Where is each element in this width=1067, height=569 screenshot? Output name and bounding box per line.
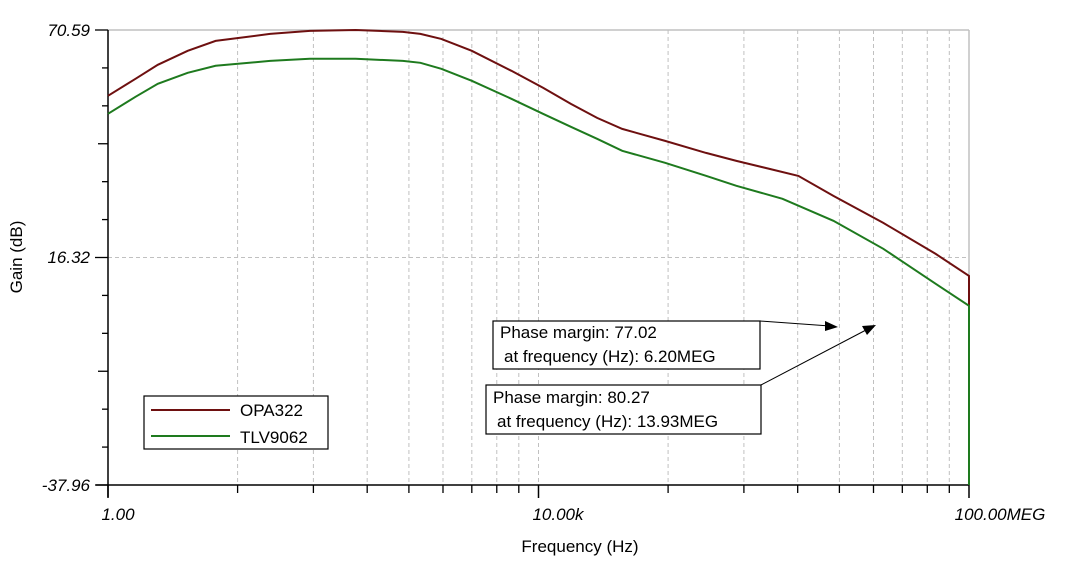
arrowhead-icon <box>862 325 876 335</box>
annotation-1-leader <box>759 320 831 327</box>
y-axis-title: Gain (dB) <box>7 221 26 294</box>
legend: OPA322 TLV9062 <box>143 395 329 450</box>
legend-label-opa322: OPA322 <box>240 401 303 420</box>
y-tick-label-mid: 16.32 <box>47 248 90 267</box>
axis-ticks <box>95 29 970 498</box>
series-line-tlv9062 <box>107 57 970 485</box>
x-tick-label-left: 1.00 <box>101 505 135 524</box>
x-axis-title: Frequency (Hz) <box>521 537 638 556</box>
x-tick-label-mid: 10.00k <box>532 505 585 524</box>
x-tick-label-right: 100.00MEG <box>955 505 1046 524</box>
annotation-2-line1: Phase margin: 80.27 <box>493 388 650 407</box>
arrowhead-icon <box>825 321 838 331</box>
y-tick-label-top: 70.59 <box>47 21 90 40</box>
annotation-1-line2: at frequency (Hz): 6.20MEG <box>504 347 716 366</box>
annotation-2-leader <box>760 329 867 386</box>
legend-box <box>143 395 329 450</box>
annotation-phase-margin-1: Phase margin: 77.02 at frequency (Hz): 6… <box>492 320 838 370</box>
grid-lines <box>108 30 969 485</box>
legend-label-tlv9062: TLV9062 <box>240 428 308 447</box>
annotation-1-line1: Phase margin: 77.02 <box>500 323 657 342</box>
series-line-opa322 <box>107 28 970 413</box>
y-tick-label-bottom: -37.96 <box>42 476 91 495</box>
annotation-box-1 <box>492 320 761 370</box>
annotation-phase-margin-2: Phase margin: 80.27 at frequency (Hz): 1… <box>485 325 876 435</box>
annotation-box-2 <box>485 384 762 435</box>
annotation-2-line2: at frequency (Hz): 13.93MEG <box>497 412 718 431</box>
